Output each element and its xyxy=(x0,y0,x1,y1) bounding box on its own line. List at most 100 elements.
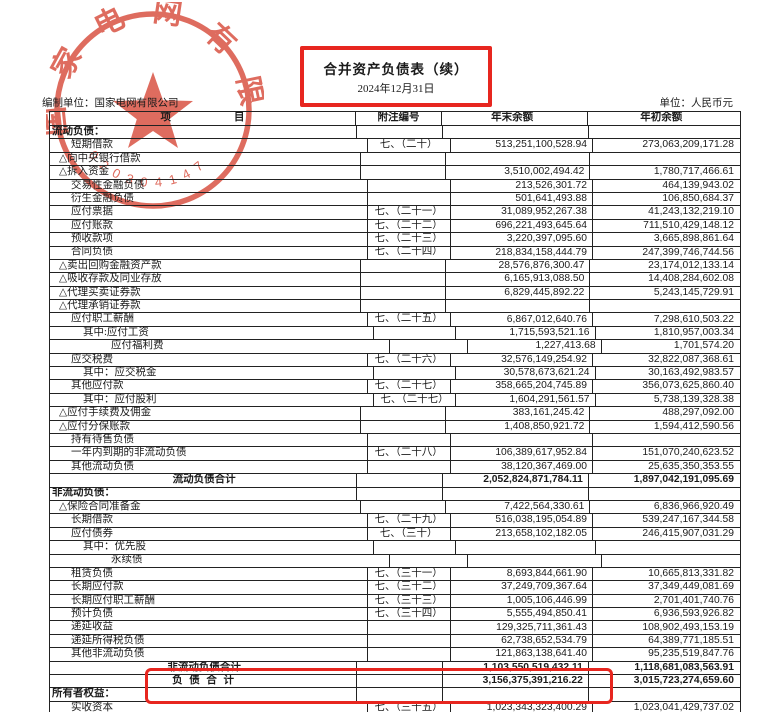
cell-item: 负 债 合 计 xyxy=(50,675,358,689)
cell-note xyxy=(367,460,451,475)
cell-note: 七、（二十七） xyxy=(374,393,456,408)
cell-ending-balance: 32,576,149,254.92 xyxy=(450,353,593,368)
cell-note xyxy=(357,661,443,676)
cell-ending-balance: 121,863,138,641.40 xyxy=(450,648,593,662)
cell-item: 其他非流动负债 xyxy=(50,648,368,662)
table-row: 应交税费 七、（二十六） 32,576,149,254.92 32,822,087,3… xyxy=(50,353,741,368)
cell-ending-balance: 6,867,012,640.76 xyxy=(450,313,593,327)
cell-note: 七、（二十六） xyxy=(367,353,451,368)
cell-note: 七、（三十四） xyxy=(367,608,451,622)
cell-note xyxy=(389,554,468,568)
cell-item: 其他应付款 xyxy=(50,380,368,394)
cell-item: 递延收益 xyxy=(50,621,368,635)
table-row: 实收资本 七、（三十五） 1,023,343,323,400.29 1,023,041… xyxy=(50,701,741,712)
cell-ending-balance xyxy=(445,152,591,167)
cell-note xyxy=(357,675,443,689)
report-date: 2024年12月31日 xyxy=(357,82,435,95)
cell-note xyxy=(361,500,446,515)
table-row: 交易性金融负债 213,526,301.72 464,139,943.02 xyxy=(50,179,741,193)
cell-beginning-balance: 1,594,412,590.56 xyxy=(590,420,741,434)
cell-beginning-balance: 7,298,610,503.22 xyxy=(592,313,741,327)
cell-note xyxy=(367,433,451,448)
cell-item: △保险合同准备金 xyxy=(50,500,362,515)
table-row: 短期借款 七、（二十） 513,251,100,528.94 273,063,209,… xyxy=(50,139,741,153)
table-row: 合同负债 七、（二十四） 218,834,158,444.79 247,399,746… xyxy=(50,246,741,260)
cell-note: 七、（二十二） xyxy=(367,219,451,234)
cell-item: 应付账款 xyxy=(50,219,368,234)
cell-beginning-balance: 25,635,350,353.55 xyxy=(592,460,741,475)
header-note: 附注编号 xyxy=(356,112,442,126)
cell-note xyxy=(361,407,446,421)
cell-item: 非流动负债合计 xyxy=(50,661,358,676)
cell-item: 流动负债合计 xyxy=(50,474,358,488)
cell-beginning-balance: 106,850,684.37 xyxy=(592,192,741,207)
cell-item: 递延所得税负债 xyxy=(50,634,368,649)
cell-ending-balance: 6,165,913,088.50 xyxy=(445,273,591,287)
table-row: △代理承销证券款 xyxy=(50,300,741,314)
table-row: 其他流动负债 38,120,367,469.00 25,635,350,353.55 xyxy=(50,460,741,475)
cell-beginning-balance: 1,023,041,429,737.02 xyxy=(593,701,741,712)
cell-ending-balance: 1,604,291,561.57 xyxy=(455,393,596,408)
cell-ending-balance xyxy=(455,541,596,555)
cell-ending-balance xyxy=(442,487,589,501)
cell-ending-balance: 106,389,617,952.84 xyxy=(450,447,593,461)
cell-ending-balance: 696,221,493,645.64 xyxy=(450,219,593,234)
cell-beginning-balance: 10,665,813,331.82 xyxy=(592,567,741,582)
cell-item: 长期借款 xyxy=(50,514,368,528)
cell-beginning-balance: 30,163,492,983.57 xyxy=(595,367,741,381)
cell-item: 其中：优先股 xyxy=(50,541,375,555)
cell-note xyxy=(361,152,446,167)
header-item: 项 目 xyxy=(50,112,357,126)
cell-item: 持有待售负债 xyxy=(50,433,368,448)
cell-item: 衍生金融负债 xyxy=(50,192,368,207)
cell-item: 长期应付款 xyxy=(50,581,368,595)
table-row: 持有待售负债 xyxy=(50,433,741,448)
cell-beginning-balance: 1,118,681,083,563.91 xyxy=(588,661,741,676)
table-row: 长期借款 七、（二十九） 516,038,195,054.89 539,247,167… xyxy=(50,514,741,528)
cell-beginning-balance: 23,174,012,133.14 xyxy=(590,259,741,274)
cell-note xyxy=(367,621,451,635)
table-row: 租赁负债 七、（三十一） 8,693,844,661.90 10,665,813,33… xyxy=(50,567,741,582)
cell-beginning-balance xyxy=(595,541,741,555)
table-row: 流动负债合计 2,052,824,871,784.11 1,897,042,191,… xyxy=(50,474,741,488)
currency-unit-label: 单位：人民币元 xyxy=(659,98,734,109)
cell-item: 其中：应付股利 xyxy=(50,393,375,408)
cell-item: △吸收存款及同业存放 xyxy=(50,273,362,287)
cell-beginning-balance: 1,701,574.20 xyxy=(601,340,741,354)
cell-item: △卖出回购金融资产款 xyxy=(50,259,362,274)
cell-ending-balance xyxy=(467,554,602,568)
cell-beginning-balance: 108,902,493,153.19 xyxy=(592,621,741,635)
table-row: 永续债 xyxy=(50,554,741,568)
table-row: 预计负债 七、（三十四） 5,555,494,850.41 6,936,593,926… xyxy=(50,608,741,622)
cell-item: 所有者权益： xyxy=(50,688,358,702)
cell-note xyxy=(361,166,446,180)
cell-note xyxy=(361,273,446,287)
cell-note xyxy=(389,340,468,354)
table-row: 应付福利费 1,227,413.68 1,701,574.20 xyxy=(50,340,741,354)
cell-beginning-balance: 5,243,145,729.91 xyxy=(590,286,741,301)
cell-beginning-balance xyxy=(592,433,741,448)
cell-item: 永续债 xyxy=(50,554,390,568)
cell-beginning-balance: 3,015,723,274,659.60 xyxy=(588,675,741,689)
meta-line: 编制单位：国家电网有限公司 单位：人民币元 xyxy=(42,95,740,110)
cell-ending-balance: 218,834,158,444.79 xyxy=(450,246,593,260)
cell-ending-balance: 1,715,593,521.16 xyxy=(455,326,596,341)
cell-beginning-balance xyxy=(588,688,741,702)
cell-beginning-balance: 41,243,132,219.10 xyxy=(592,206,741,220)
cell-note xyxy=(357,474,443,488)
table-row: 其他非流动负债 121,863,138,641.40 95,235,519,847.… xyxy=(50,648,741,662)
cell-item: △应付手续费及佣金 xyxy=(50,407,362,421)
cell-beginning-balance xyxy=(588,487,741,501)
cell-beginning-balance: 273,063,209,171.28 xyxy=(592,139,741,153)
cell-item: 非流动负债： xyxy=(50,487,358,501)
cell-item: △代理承销证券款 xyxy=(50,300,362,314)
cell-item: 实收资本 xyxy=(50,701,368,712)
cell-ending-balance: 30,578,673,621.24 xyxy=(455,367,596,381)
cell-ending-balance: 2,052,824,871,784.11 xyxy=(442,474,589,488)
cell-beginning-balance: 1,780,717,466.61 xyxy=(590,166,741,180)
cell-item: 租赁负债 xyxy=(50,567,368,582)
cell-beginning-balance xyxy=(590,300,741,314)
cell-ending-balance xyxy=(442,688,589,702)
cell-item: 其中：应交税金 xyxy=(50,367,375,381)
